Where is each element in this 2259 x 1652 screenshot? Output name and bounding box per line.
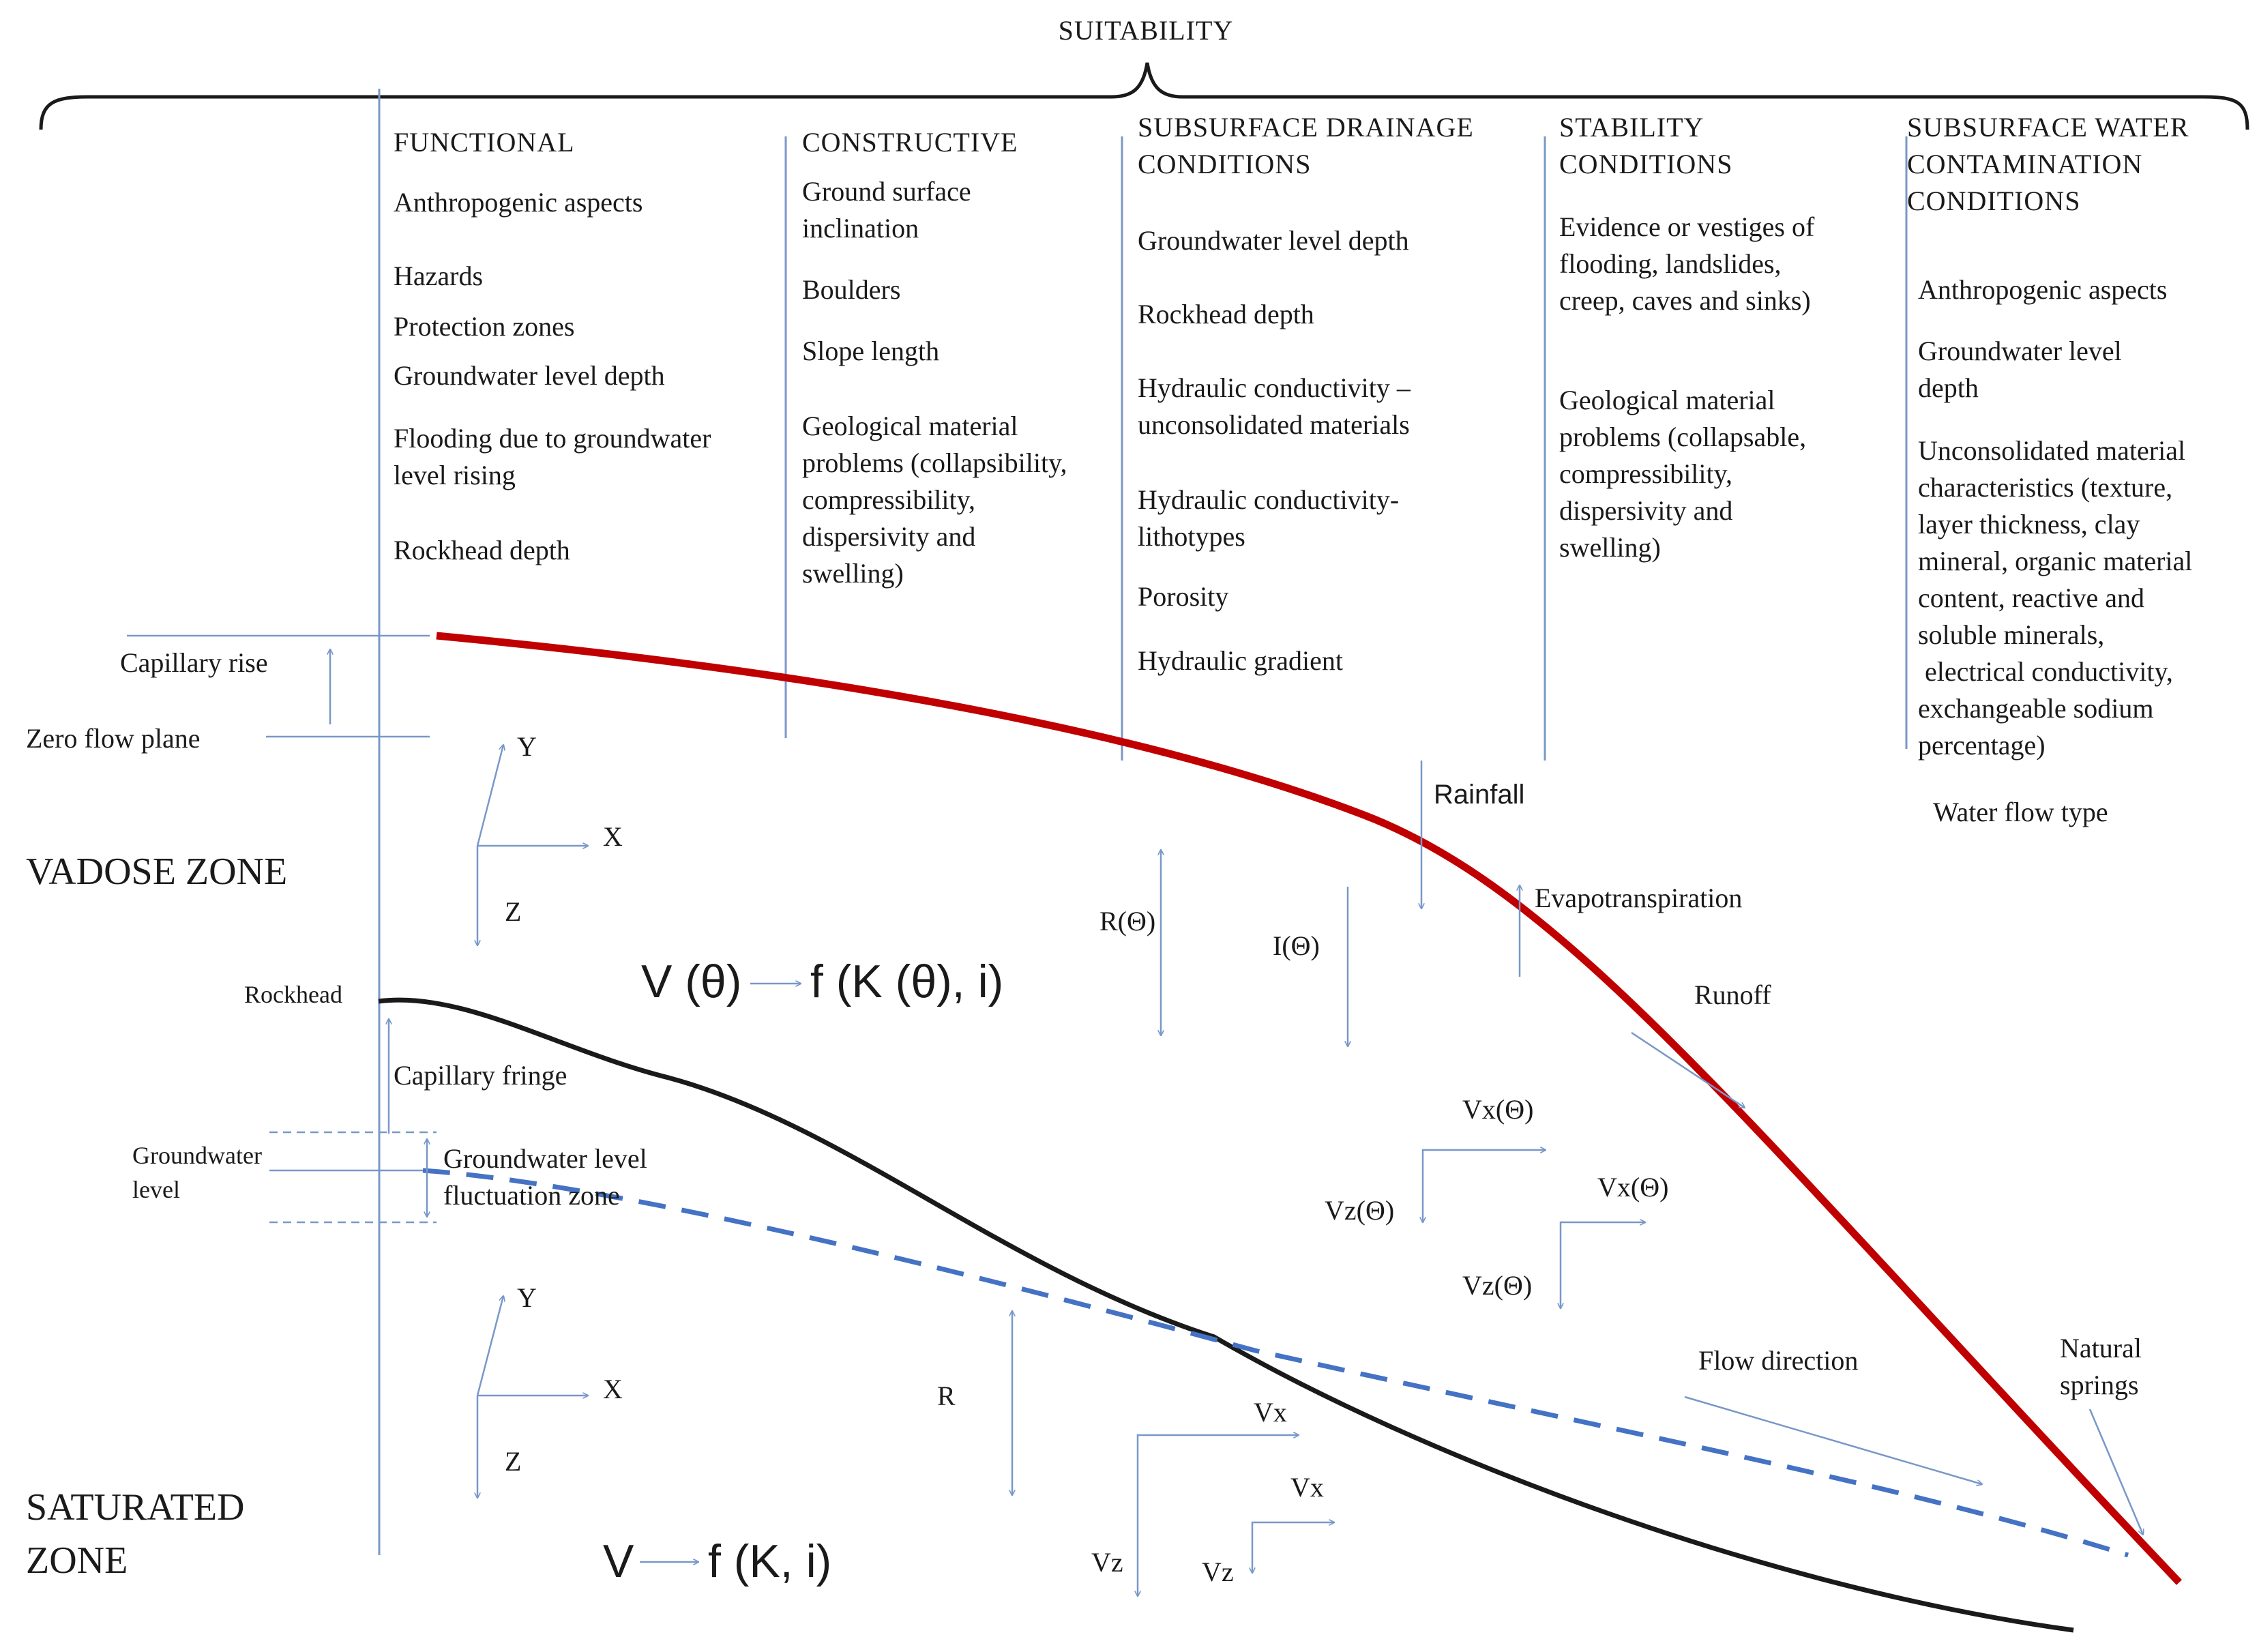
recharge-label: R bbox=[937, 1381, 956, 1411]
constructive-item: Ground surface inclination bbox=[802, 176, 971, 244]
contamination-item: Groundwater level depth bbox=[1918, 336, 2122, 403]
vz-theta-label-2: Vz(Θ) bbox=[1462, 1270, 1532, 1301]
zero-flow-plane-label: Zero flow plane bbox=[26, 723, 200, 754]
natural-springs-label: Natural springs bbox=[2060, 1333, 2142, 1400]
functional-item: Rockhead depth bbox=[394, 535, 570, 565]
constructive-item: Slope length bbox=[802, 336, 939, 366]
saturated-function: f (K, i) bbox=[708, 1535, 831, 1587]
constructive-item: Boulders bbox=[802, 274, 900, 305]
capillary-rise-label: Capillary rise bbox=[120, 647, 268, 678]
column-heading-contamination: SUBSURFACE WATER CONTAMINATION CONDITIONS bbox=[1907, 112, 2189, 216]
vx-label-2: Vx bbox=[1290, 1472, 1324, 1503]
saturated-velocity-vector-1 bbox=[1138, 1435, 1299, 1596]
column-heading-functional: FUNCTIONAL bbox=[394, 127, 575, 158]
saturated-x-label: X bbox=[603, 1374, 623, 1404]
column-heading-stability: STABILITY CONDITIONS bbox=[1559, 112, 1732, 179]
drainage-item: Hydraulic conductivity-lithotypes bbox=[1138, 484, 1399, 552]
constructive-item: Geological material problems (collapsibil… bbox=[802, 411, 1067, 589]
vadose-z-label: Z bbox=[505, 896, 521, 927]
contamination-item: Water flow type bbox=[1933, 797, 2108, 827]
flow-direction-label: Flow direction bbox=[1698, 1345, 1858, 1376]
vz-label-1: Vz bbox=[1091, 1547, 1123, 1578]
vadose-y-axis bbox=[476, 745, 503, 846]
saturated-zone-label: SATURATED ZONE bbox=[26, 1486, 244, 1582]
groundwater-level-label: Groundwater level bbox=[132, 1142, 262, 1203]
drainage-item: Rockhead depth bbox=[1138, 299, 1314, 329]
vx-theta-label-1: Vx(Θ) bbox=[1462, 1094, 1533, 1125]
drainage-item: Hydraulic gradient bbox=[1138, 645, 1343, 676]
vz-label-2: Vz bbox=[1202, 1557, 1234, 1587]
drainage-item: Groundwater level depth bbox=[1138, 225, 1409, 256]
functional-item: Protection zones bbox=[394, 311, 575, 342]
runoff-arrow bbox=[1631, 1031, 1745, 1108]
infiltration-theta-label: I(Θ) bbox=[1273, 930, 1320, 961]
stability-item: Evidence or vestiges of flooding, landsli… bbox=[1559, 211, 1815, 316]
functional-item: Groundwater level depth bbox=[394, 360, 665, 391]
runoff-label: Runoff bbox=[1694, 979, 1771, 1010]
evapotranspiration-label: Evapotranspiration bbox=[1535, 883, 1742, 913]
drainage-item: Porosity bbox=[1138, 581, 1228, 612]
drainage-item: Hydraulic conductivity – unconsolidated m… bbox=[1138, 372, 1411, 440]
column-heading-drainage: SUBSURFACE DRAINAGE CONDITIONS bbox=[1138, 112, 1474, 179]
capillary-fringe-label: Capillary fringe bbox=[394, 1060, 567, 1091]
groundwater-level-line bbox=[422, 1168, 2129, 1558]
vadose-velocity-vector-2 bbox=[1561, 1222, 1645, 1308]
rainfall-label: Rainfall bbox=[1434, 780, 1524, 810]
diagram-title: SUITABILITY bbox=[1059, 15, 1234, 46]
vadose-x-label: X bbox=[603, 821, 623, 852]
vx-label-1: Vx bbox=[1254, 1397, 1287, 1428]
saturated-velocity-vector-2 bbox=[1252, 1522, 1334, 1573]
vadose-velocity-vector-1 bbox=[1423, 1150, 1546, 1222]
stability-item: Geological material problems (collapsable… bbox=[1559, 385, 1806, 563]
rockhead-line bbox=[378, 997, 2074, 1633]
functional-item: Anthropogenic aspects bbox=[394, 187, 643, 218]
functional-item: Hazards bbox=[394, 261, 483, 291]
ground-surface-line bbox=[436, 632, 2182, 1585]
vx-theta-label-2: Vx(Θ) bbox=[1597, 1172, 1668, 1203]
flow-direction-arrow bbox=[1684, 1396, 1982, 1484]
recharge-theta-label: R(Θ) bbox=[1099, 906, 1155, 936]
fluctuation-zone-label: Groundwater level fluctuation zone bbox=[443, 1143, 647, 1211]
saturated-y-axis bbox=[476, 1296, 503, 1396]
suitability-brace bbox=[39, 62, 2249, 130]
vadose-velocity-symbol: V (θ) bbox=[641, 956, 741, 1007]
natural-springs-arrow bbox=[2088, 1408, 2143, 1535]
functional-item: Flooding due to groundwater level rising bbox=[394, 423, 711, 490]
contamination-item: Anthropogenic aspects bbox=[1918, 274, 2167, 305]
contamination-item: Unconsolidated material characteristics (… bbox=[1918, 435, 2192, 761]
vadose-zone-label: VADOSE ZONE bbox=[26, 851, 287, 893]
vz-theta-label-1: Vz(Θ) bbox=[1325, 1195, 1394, 1226]
rockhead-label: Rockhead bbox=[244, 981, 342, 1008]
saturated-y-label: Y bbox=[517, 1282, 537, 1313]
vadose-function: f (K (θ), i) bbox=[810, 956, 1003, 1007]
saturated-z-label: Z bbox=[505, 1446, 521, 1477]
saturated-velocity-symbol: V bbox=[603, 1535, 634, 1587]
column-heading-constructive: CONSTRUCTIVE bbox=[802, 127, 1018, 158]
vadose-y-label: Y bbox=[517, 731, 537, 762]
